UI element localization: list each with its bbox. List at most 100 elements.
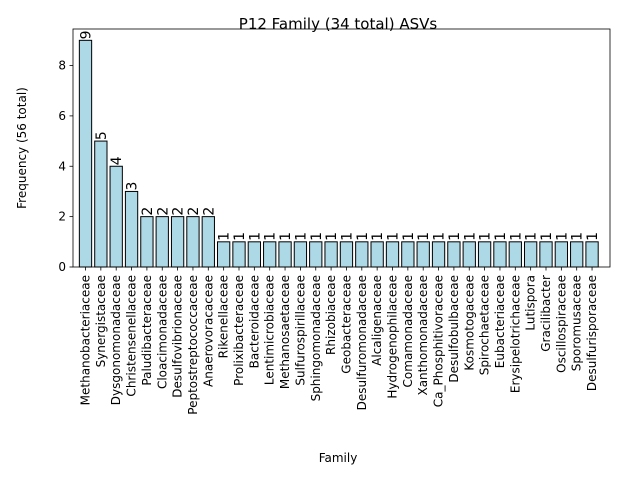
- x-tick-label: Methanosaetaceae: [278, 275, 292, 389]
- x-tick-label: Ca_Phosphitivoraceae: [432, 275, 446, 407]
- data-label: 1: [524, 232, 540, 241]
- data-label: 1: [493, 232, 509, 241]
- x-tick-label: Rikenellaceae: [217, 275, 231, 358]
- bar: [447, 241, 461, 268]
- x-tick-label: Geobacteraceae: [339, 275, 353, 374]
- x-tick-label: Rhizobiaceae: [324, 275, 338, 355]
- bar: [278, 241, 292, 268]
- data-label: 1: [232, 232, 248, 241]
- data-label: 2: [186, 207, 202, 216]
- bar: [201, 216, 215, 268]
- data-label: 1: [478, 232, 494, 241]
- x-tick-label: Paludibacteraceae: [140, 275, 154, 386]
- data-label: 1: [293, 232, 309, 241]
- x-tick-label: Sulfurospirillaceae: [293, 275, 307, 386]
- bar: [94, 140, 108, 268]
- bars-group: [78, 39, 599, 268]
- x-tick-label: Prolixibacteraceae: [232, 275, 246, 386]
- x-tick-label: Hydrogenophilaceae: [386, 275, 400, 399]
- x-tick-label: Spirochaetaceae: [478, 275, 492, 375]
- data-label: 2: [171, 207, 187, 216]
- bar: [186, 216, 200, 268]
- data-label: 3: [125, 182, 141, 191]
- x-tick-label: Dysgonomonadaceae: [109, 275, 123, 405]
- y-tick-label: 0: [58, 260, 66, 274]
- data-label: 1: [355, 232, 371, 241]
- x-tick-label: Erysipelotrichaceae: [508, 275, 522, 393]
- data-label: 1: [370, 232, 386, 241]
- data-label: 1: [554, 232, 570, 241]
- x-tick-label: Xanthomonadaceae: [416, 275, 430, 396]
- data-label: 2: [201, 207, 217, 216]
- bar: [401, 241, 415, 268]
- data-label: 1: [539, 232, 555, 241]
- data-label: 1: [217, 232, 233, 241]
- bar: [355, 241, 369, 268]
- data-label: 5: [94, 131, 110, 140]
- y-tick-label: 4: [58, 159, 66, 173]
- bar: [339, 241, 354, 268]
- data-label: 9: [79, 30, 95, 39]
- y-tick-label: 8: [58, 59, 66, 73]
- data-label: 1: [309, 232, 325, 241]
- bar: [493, 241, 507, 268]
- x-tick-label: Lentimicrobiaceae: [263, 275, 277, 385]
- y-tick-label: 6: [58, 109, 66, 123]
- data-label: 1: [339, 232, 355, 241]
- bar: [370, 241, 384, 268]
- x-tick-label: Oscillospiraceae: [554, 275, 568, 373]
- x-tick-label: Desulfurisporaceae: [585, 275, 599, 391]
- data-label: 1: [462, 232, 478, 241]
- x-tick-label: Desulfovibrionaceae: [171, 275, 185, 398]
- data-label: 1: [247, 232, 263, 241]
- x-axis-label: Family: [319, 451, 358, 465]
- x-tick-label: Christensenellaceae: [125, 275, 139, 397]
- bar: [539, 241, 553, 268]
- x-axis: Methanobacteriaceae Synergistaceae Dysgono…: [79, 267, 599, 415]
- data-label: 1: [416, 232, 432, 241]
- data-label: 1: [263, 232, 279, 241]
- data-label: 1: [570, 232, 586, 241]
- plot-frame: [72, 28, 611, 268]
- bar: [217, 241, 231, 268]
- bar: [570, 241, 584, 268]
- bar: [263, 241, 277, 268]
- x-tick-label: Cloacimonadaceae: [155, 275, 169, 389]
- bar: [324, 241, 338, 268]
- x-tick-label: Alcaligenaceae: [370, 275, 384, 366]
- bar: [524, 241, 538, 268]
- y-axis: 0 2 4 6 8: [58, 59, 73, 274]
- data-label: 2: [155, 207, 171, 216]
- x-tick-label: Desulfobulbaceae: [447, 275, 461, 383]
- y-tick-label: 2: [58, 210, 66, 224]
- data-label: 1: [508, 232, 524, 241]
- x-tick-label: Anaerovoracaceae: [201, 275, 215, 387]
- data-label: 1: [447, 232, 463, 241]
- data-label: 1: [401, 232, 417, 241]
- data-label: 1: [324, 232, 340, 241]
- data-label: 4: [109, 156, 125, 165]
- bar: [508, 241, 522, 268]
- bar: [170, 216, 185, 268]
- bar: [140, 216, 154, 268]
- bar: [232, 241, 246, 268]
- bar: [124, 190, 139, 268]
- x-tick-label: Lutispora: [524, 275, 538, 331]
- bar: [585, 241, 599, 268]
- bar: [462, 241, 476, 268]
- bar: [477, 241, 492, 268]
- x-tick-label: Comamonadaceae: [401, 275, 415, 387]
- bar: [416, 241, 430, 268]
- x-tick-label: Sporomusaceae: [570, 275, 584, 371]
- bar: [385, 241, 400, 268]
- x-tick-label: Kosmotogaceae: [462, 275, 476, 371]
- x-tick-label: Eubacteriaceae: [493, 275, 507, 368]
- bar: [554, 241, 569, 268]
- chart-title: P12 Family (34 total) ASVs: [239, 15, 438, 33]
- data-label: 2: [140, 207, 156, 216]
- bar: [247, 241, 261, 268]
- data-label: 1: [278, 232, 294, 241]
- x-tick-label: Desulfuromonadaceae: [355, 275, 369, 410]
